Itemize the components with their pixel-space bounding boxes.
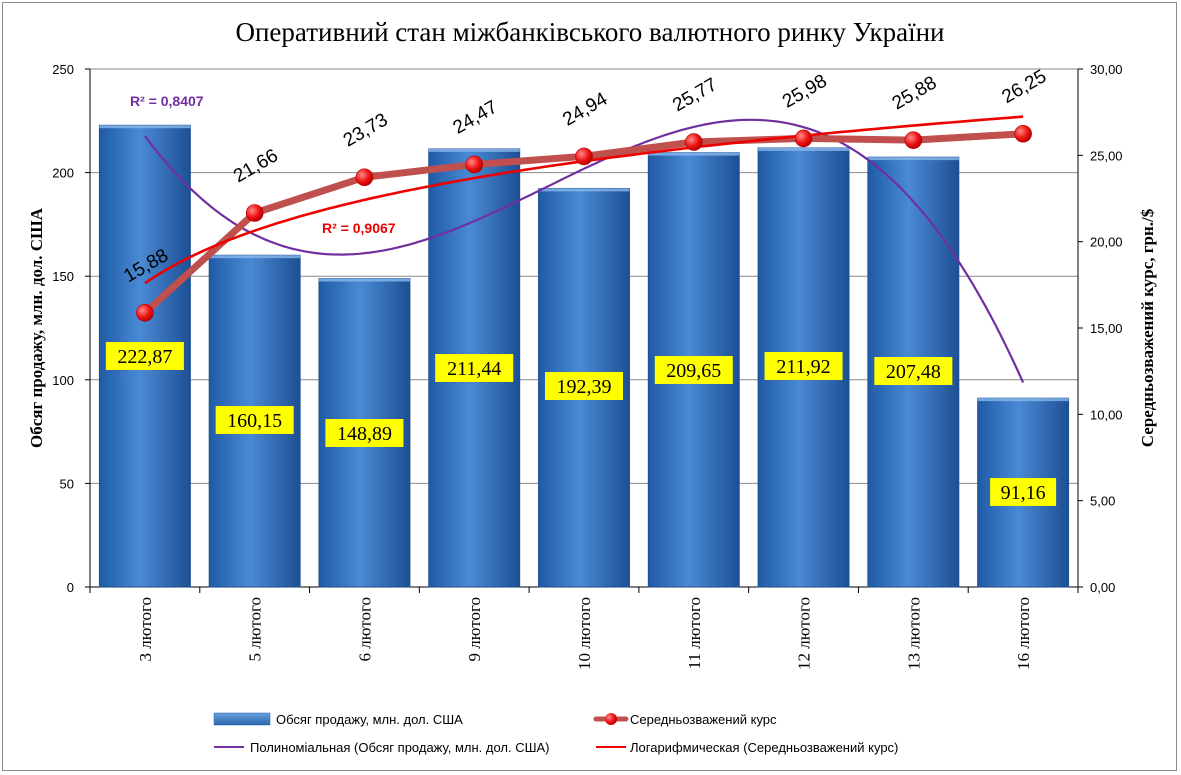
bar-data-labels: 222,87 160,15 148,89 211,44 192,39 209,65 211,…	[105, 342, 1057, 506]
right-tick-label: 5,00	[1090, 494, 1115, 509]
bar-data-label: 211,44	[447, 358, 501, 380]
right-tick-labels: 0,00 5,00 10,00 15,00 20,00 25,00 30,00	[1078, 62, 1123, 595]
category-label: 6 лютого	[355, 597, 374, 661]
bar-data-label: 211,92	[776, 356, 830, 378]
bar-label-bg	[105, 342, 184, 370]
bar-highlight	[538, 188, 630, 192]
bar-highlight	[648, 152, 740, 156]
bar-data-label: 148,89	[337, 423, 392, 445]
category-label: 5 лютого	[246, 597, 265, 661]
rate-marker	[136, 304, 154, 322]
category-label: 9 лютого	[465, 597, 484, 661]
rate-marker	[575, 147, 593, 166]
bar-highlight	[757, 147, 850, 151]
rate-marker	[355, 168, 374, 187]
bar-label-bg	[215, 406, 294, 434]
rate-data-label: 25,77	[669, 74, 721, 116]
bar-highlight	[209, 255, 301, 259]
category-label: 3 лютого	[136, 597, 155, 661]
y-axis-title: Обсяг продажу, млн. дол. США	[27, 207, 46, 448]
bar-data-label: 209,65	[666, 360, 721, 382]
right-tick-label: 15,00	[1090, 321, 1123, 336]
left-tick-label: 250	[52, 62, 74, 77]
rate-marker	[794, 129, 813, 148]
legend-bar-label: Обсяг продажу, млн. дол. США	[276, 712, 463, 727]
right-tick-label: 25,00	[1090, 148, 1123, 163]
bar-data-label: 192,39	[557, 376, 612, 398]
category-label: 12 лютого	[795, 597, 814, 670]
bar-label-bg	[990, 478, 1057, 506]
legend-rate-label: Середньозважений курс	[630, 712, 777, 727]
bar-highlight	[867, 157, 959, 161]
category-labels: 3 лютого 5 лютого 6 лютого 9 лютого 10 лютог…	[89, 587, 1079, 670]
bar-highlight	[428, 148, 520, 152]
rate-data-label: 24,47	[450, 97, 502, 139]
left-tick-label: 100	[52, 373, 74, 388]
rate-data-label: 24,94	[559, 88, 611, 130]
bar-label-bg	[874, 357, 953, 385]
left-tick-label: 150	[52, 269, 74, 284]
bar-label-bg	[435, 354, 514, 382]
legend: Обсяг продажу, млн. дол. США Середньозва…	[213, 712, 898, 755]
rate-data-label: 23,73	[340, 110, 392, 152]
y2-axis-title: Середньозважений курс, грн./$	[1138, 208, 1157, 447]
chart-title: Оперативний стан міжбанківського валютно…	[235, 17, 944, 47]
bar-highlight	[977, 398, 1069, 402]
right-tick-label: 30,00	[1090, 62, 1123, 77]
bar-data-label: 160,15	[227, 410, 282, 432]
rate-markers	[136, 124, 1032, 322]
rate-marker	[245, 204, 264, 222]
bar-highlight	[99, 125, 191, 129]
rate-data-label: 25,88	[889, 72, 941, 114]
left-tick-labels: 0 50 100 150 200 250	[52, 62, 90, 595]
category-label: 13 лютого	[904, 597, 923, 670]
log-r2-label: R² = 0,9067	[322, 220, 396, 236]
bar-highlight	[318, 278, 411, 282]
bar-data-label: 91,16	[1001, 482, 1046, 504]
poly-r2-label: R² = 0,8407	[130, 93, 204, 109]
left-tick-label: 200	[52, 166, 74, 181]
polynomial-trendline	[144, 118, 1025, 383]
bar-label-bg	[325, 419, 404, 447]
legend-log-label: Логарифмическая (Середньозважений курс)	[630, 740, 898, 755]
rate-marker	[1014, 124, 1032, 143]
right-tick-label: 10,00	[1090, 407, 1123, 422]
left-tick-label: 0	[67, 580, 74, 595]
bar-data-label: 207,48	[886, 361, 941, 383]
right-tick-label: 0,00	[1090, 580, 1115, 595]
rate-data-label: 25,98	[779, 71, 831, 113]
rate-data-label: 21,66	[230, 145, 282, 187]
bar-label-bg	[764, 352, 843, 380]
right-tick-label: 20,00	[1090, 235, 1123, 250]
rate-marker	[684, 133, 703, 151]
left-tick-label: 50	[60, 476, 74, 491]
rate-data-label: 26,25	[999, 66, 1051, 108]
bar-data-label: 222,87	[117, 346, 172, 368]
legend-bar-swatch	[213, 712, 271, 726]
rate-marker	[465, 155, 484, 174]
bar-label-bg	[654, 356, 733, 384]
category-label: 16 лютого	[1014, 597, 1033, 670]
category-label: 11 лютого	[685, 597, 704, 669]
rate-marker	[904, 131, 923, 149]
bar-series	[98, 124, 1070, 588]
category-label: 10 лютого	[575, 597, 594, 670]
legend-rate-marker	[605, 713, 617, 725]
bar-label-bg	[545, 372, 623, 400]
polynomial-trend-path	[144, 118, 1025, 383]
legend-poly-label: Полиноміальная (Обсяг продажу, млн. дол.…	[250, 740, 550, 755]
